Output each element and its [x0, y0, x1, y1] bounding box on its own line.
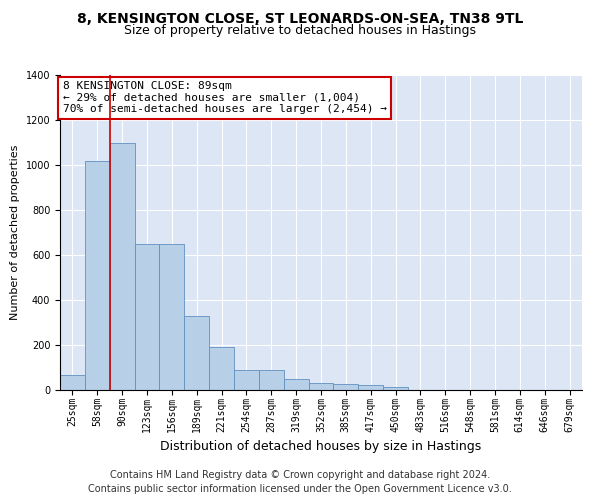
Bar	[308, 383, 334, 390]
Bar	[184, 316, 209, 390]
Text: 8, KENSINGTON CLOSE, ST LEONARDS-ON-SEA, TN38 9TL: 8, KENSINGTON CLOSE, ST LEONARDS-ON-SEA,…	[77, 12, 523, 26]
Bar	[110, 142, 134, 390]
Text: Contains HM Land Registry data © Crown copyright and database right 2024.
Contai: Contains HM Land Registry data © Crown c…	[88, 470, 512, 494]
Y-axis label: Number of detached properties: Number of detached properties	[10, 145, 20, 320]
Bar	[209, 347, 234, 390]
Bar	[383, 386, 408, 390]
Text: 8 KENSINGTON CLOSE: 89sqm
← 29% of detached houses are smaller (1,004)
70% of se: 8 KENSINGTON CLOSE: 89sqm ← 29% of detac…	[62, 82, 386, 114]
Text: Size of property relative to detached houses in Hastings: Size of property relative to detached ho…	[124, 24, 476, 37]
Bar	[358, 385, 383, 390]
Bar	[334, 384, 358, 390]
X-axis label: Distribution of detached houses by size in Hastings: Distribution of detached houses by size …	[160, 440, 482, 453]
Bar	[234, 370, 259, 390]
Bar	[60, 376, 85, 390]
Bar	[284, 380, 308, 390]
Bar	[259, 370, 284, 390]
Bar	[160, 244, 184, 390]
Bar	[85, 160, 110, 390]
Bar	[134, 244, 160, 390]
